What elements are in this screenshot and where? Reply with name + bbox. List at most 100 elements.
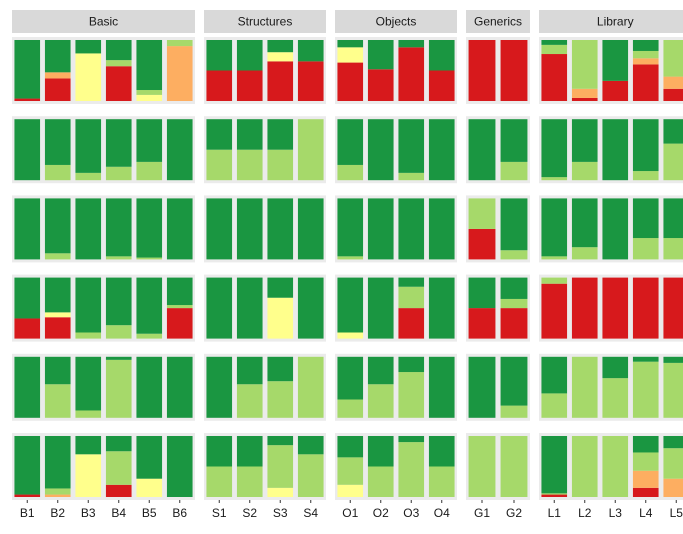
bar-segment <box>398 40 425 48</box>
bar-segment <box>398 442 425 497</box>
bar-segment <box>166 305 193 309</box>
bar-segment <box>44 40 71 73</box>
x-tick-label: B2 <box>50 506 65 520</box>
bar-segment <box>105 60 132 67</box>
bar-segment <box>663 198 683 239</box>
bar-segment <box>632 198 659 239</box>
bar-segment <box>297 356 324 418</box>
bar-segment <box>105 359 132 418</box>
bar-segment <box>297 198 324 260</box>
bar-segment <box>267 61 294 101</box>
bar-segment <box>75 119 102 173</box>
bar-segment <box>75 332 102 339</box>
bar-segment <box>105 198 132 257</box>
bar-segment <box>500 250 528 260</box>
bar-segment <box>663 356 683 363</box>
bar-segment <box>367 384 394 418</box>
panel <box>12 433 195 500</box>
bar-segment <box>500 308 528 339</box>
x-tick-label: O4 <box>434 506 450 520</box>
bar-segment <box>398 286 425 309</box>
bar-segment <box>166 277 193 306</box>
bar-segment <box>166 356 193 418</box>
bar-segment <box>500 40 528 101</box>
bar-segment <box>571 88 598 98</box>
bar-segment <box>632 452 659 471</box>
bar-segment <box>136 333 163 339</box>
x-tick-label: G1 <box>474 506 490 520</box>
bar-segment <box>541 493 568 495</box>
bar-segment <box>632 238 659 260</box>
bar-segment <box>14 198 41 260</box>
bar-segment <box>236 436 263 467</box>
bar-segment <box>632 171 659 181</box>
x-tick-label: B6 <box>172 506 187 520</box>
bar-segment <box>105 356 132 360</box>
x-tick-label: O2 <box>373 506 389 520</box>
bar-segment <box>468 119 496 181</box>
bar-segment <box>206 149 233 181</box>
panel <box>12 195 195 263</box>
bar-segment <box>367 466 394 497</box>
bar-segment <box>500 198 528 251</box>
facet-label: Basic <box>89 15 118 29</box>
bar-segment <box>500 298 528 309</box>
bar-segment <box>206 119 233 150</box>
bar-segment <box>541 119 568 178</box>
bar-segment <box>602 356 629 379</box>
bar-segment <box>541 44 568 55</box>
bar-segment <box>105 325 132 339</box>
bar-segment <box>367 436 394 467</box>
bar-segment <box>398 172 425 181</box>
bar-segment <box>297 119 324 181</box>
bar-segment <box>166 40 193 47</box>
bar-segment <box>602 40 629 81</box>
bar-segment <box>267 356 294 382</box>
bar-segment <box>166 198 193 260</box>
bar-segment <box>663 362 683 418</box>
bar-segment <box>541 494 568 497</box>
bar-segment <box>75 198 102 260</box>
bar-segment <box>44 312 71 318</box>
bar-segment <box>14 98 41 101</box>
bar-segment <box>337 40 364 48</box>
bar-segment <box>236 149 263 181</box>
bar-segment <box>14 436 41 495</box>
bar-segment <box>44 356 71 385</box>
bar-segment <box>602 378 629 418</box>
bar-segment <box>632 470 659 488</box>
bar-segment <box>428 466 455 497</box>
bar-segment <box>428 119 455 181</box>
bar-segment <box>44 164 71 181</box>
x-tick-label: B5 <box>142 506 157 520</box>
bar-segment <box>105 436 132 452</box>
bar-segment <box>297 40 324 62</box>
bar-segment <box>75 172 102 181</box>
bar-segment <box>136 436 163 479</box>
bar-segment <box>14 277 41 319</box>
bar-segment <box>571 198 598 248</box>
bar-segment <box>75 410 102 418</box>
bar-segment <box>337 198 364 257</box>
bar-segment <box>632 50 659 59</box>
bar-segment <box>663 277 683 339</box>
bar-segment <box>500 356 528 406</box>
bar-segment <box>663 143 683 181</box>
bar-segment <box>337 119 364 165</box>
bar-segment <box>105 451 132 485</box>
bar-segment <box>541 356 568 394</box>
facet-label: Generics <box>474 15 522 29</box>
bar-segment <box>267 445 294 488</box>
bar-segment <box>541 198 568 257</box>
bar-segment <box>44 198 71 254</box>
bar-segment <box>136 90 163 95</box>
bar-segment <box>571 247 598 260</box>
bar-segment <box>367 198 394 260</box>
bar-segment <box>14 318 41 339</box>
bar-segment <box>75 277 102 333</box>
x-tick-label: S1 <box>212 506 227 520</box>
bar-segment <box>398 198 425 260</box>
bar-segment <box>541 177 568 181</box>
facet-label: Objects <box>376 15 417 29</box>
bar-segment <box>105 40 132 61</box>
